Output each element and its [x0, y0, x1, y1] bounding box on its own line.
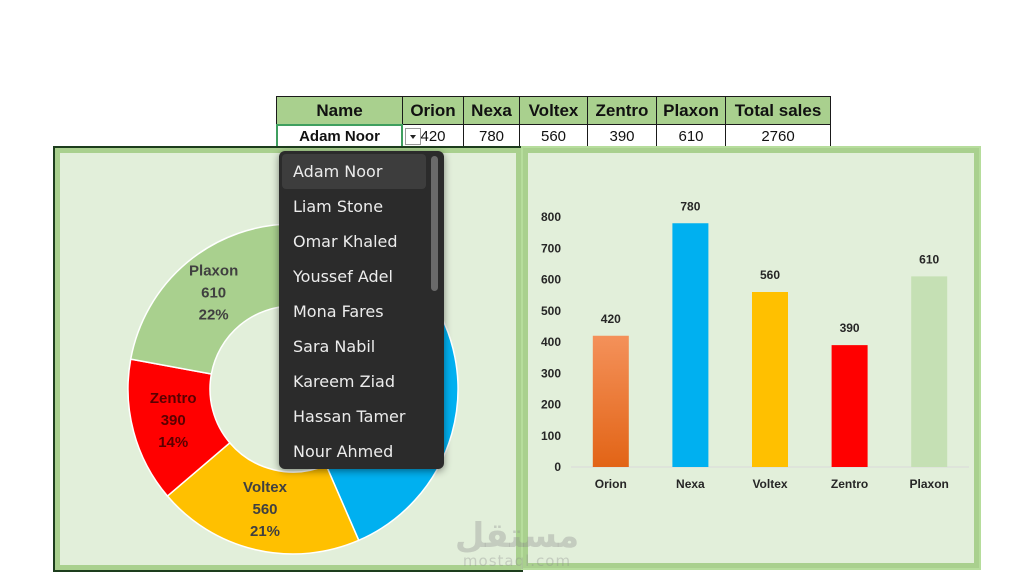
bar-voltex[interactable]	[752, 292, 788, 467]
x-tick-label: Nexa	[676, 477, 705, 491]
cell-total-sales[interactable]: 2760	[725, 124, 831, 148]
cell-voltex[interactable]: 560	[519, 124, 588, 148]
dropdown-scrollbar[interactable]	[431, 156, 438, 291]
x-tick-label: Voltex	[752, 477, 787, 491]
bar-nexa[interactable]	[672, 223, 709, 467]
dropdown-option[interactable]: Adam Noor	[282, 154, 426, 189]
dropdown-option[interactable]: Youssef Adel	[293, 267, 393, 286]
y-tick-label: 100	[541, 429, 561, 443]
name-dropdown-list[interactable]: Adam Noor Liam Stone Omar Khaled Youssef Ad…	[279, 151, 444, 469]
cell-zentro[interactable]: 390	[587, 124, 657, 148]
dropdown-option[interactable]: Nour Ahmed	[293, 442, 394, 461]
donut-label-pct: 22%	[199, 307, 229, 324]
data-row: Adam Noor 420 780 560 390 610 2760	[276, 124, 831, 148]
bar-orion[interactable]	[592, 335, 629, 467]
bar-data-label: 780	[680, 199, 700, 213]
donut-label-value: 560	[252, 501, 277, 518]
dropdown-option[interactable]: Mona Fares	[293, 302, 384, 321]
donut-slice-voltex[interactable]	[166, 441, 360, 555]
dropdown-options: Adam Noor Liam Stone Omar Khaled Youssef Ad…	[279, 151, 444, 469]
bar-plaxon[interactable]	[911, 276, 948, 467]
bar-data-label: 560	[760, 268, 780, 282]
x-tick-label: Zentro	[831, 477, 868, 491]
bar-chart: 0 100 200 300 400 500 600 700 800 420 Orion 780 Nexa…	[541, 199, 969, 491]
y-tick-label: 700	[541, 241, 561, 255]
donut-label-zentro: Zentro 390 14%	[150, 390, 197, 451]
watermark-logo: مستقل mostaql.com	[452, 516, 582, 570]
header-orion[interactable]: Orion	[402, 96, 464, 125]
y-tick-label: 800	[541, 210, 561, 224]
bar-chart-panel[interactable]: 0 100 200 300 400 500 600 700 800 420 Orion 780 Nexa…	[521, 146, 981, 570]
x-tick-label: Orion	[595, 477, 627, 491]
y-tick-label: 300	[541, 366, 561, 380]
y-tick-label: 400	[541, 335, 561, 349]
donut-label-name: Voltex	[243, 479, 288, 496]
y-tick-label: 600	[541, 273, 561, 287]
header-name[interactable]: Name	[276, 96, 403, 125]
donut-label-plaxon: Plaxon 610 22%	[189, 263, 238, 324]
header-nexa[interactable]: Nexa	[463, 96, 520, 125]
x-tick-label: Plaxon	[910, 477, 949, 491]
header-zentro[interactable]: Zentro	[587, 96, 657, 125]
watermark-latin: mostaql.com	[462, 552, 572, 570]
dropdown-option[interactable]: Sara Nabil	[293, 337, 376, 356]
cell-nexa[interactable]: 780	[463, 124, 520, 148]
sales-table: Name Orion Nexa Voltex Zentro Plaxon Tot…	[276, 96, 831, 148]
donut-label-pct: 14%	[158, 434, 188, 451]
dropdown-arrow-button[interactable]	[405, 128, 421, 145]
dropdown-option[interactable]: Hassan Tamer	[293, 407, 406, 426]
donut-label-value: 390	[161, 412, 186, 429]
y-tick-label: 0	[554, 460, 561, 474]
y-tick-label: 500	[541, 304, 561, 318]
donut-label-name: Plaxon	[189, 263, 238, 280]
bar-zentro[interactable]	[831, 345, 868, 467]
donut-label-voltex: Voltex 560 21%	[243, 479, 288, 540]
header-plaxon[interactable]: Plaxon	[656, 96, 726, 125]
bar-data-label: 420	[601, 312, 621, 326]
cell-plaxon[interactable]: 610	[656, 124, 726, 148]
dropdown-option[interactable]: Omar Khaled	[293, 232, 398, 251]
donut-label-name: Zentro	[150, 390, 197, 407]
chevron-down-icon	[410, 135, 416, 139]
bar-data-label: 390	[840, 321, 860, 335]
selected-name: Adam Noor	[299, 127, 380, 145]
name-select-cell[interactable]: Adam Noor	[276, 124, 403, 148]
header-total-sales[interactable]: Total sales	[725, 96, 831, 125]
donut-label-pct: 21%	[250, 523, 280, 540]
y-tick-label: 200	[541, 398, 561, 412]
donut-label-value: 610	[201, 285, 226, 302]
bar-data-label: 610	[919, 252, 939, 266]
header-voltex[interactable]: Voltex	[519, 96, 588, 125]
dropdown-option[interactable]: Liam Stone	[293, 197, 384, 216]
dropdown-option[interactable]: Kareem Ziad	[293, 372, 395, 391]
header-row: Name Orion Nexa Voltex Zentro Plaxon Tot…	[276, 96, 831, 125]
watermark-arabic: مستقل	[454, 516, 580, 556]
